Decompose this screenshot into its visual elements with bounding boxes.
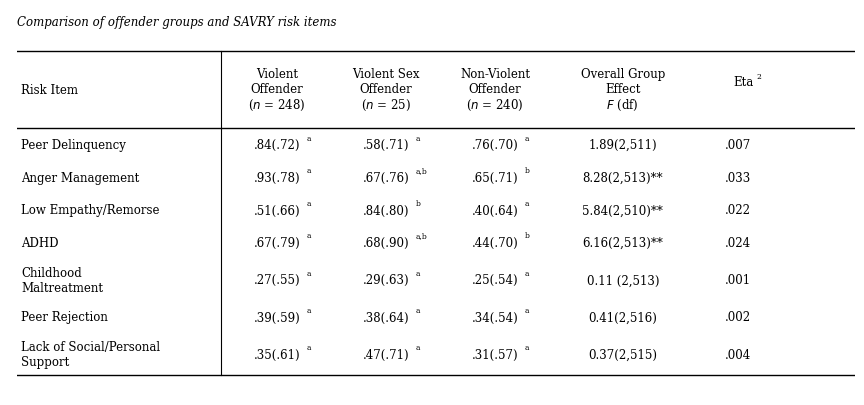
Text: .47(.71): .47(.71) bbox=[363, 348, 410, 361]
Text: a: a bbox=[307, 134, 311, 142]
Text: .65(.71): .65(.71) bbox=[472, 171, 518, 184]
Text: .022: .022 bbox=[725, 204, 751, 217]
Text: Eta: Eta bbox=[734, 76, 754, 89]
Text: .40(.64): .40(.64) bbox=[472, 204, 518, 217]
Text: a: a bbox=[416, 134, 420, 142]
Text: .58(.71): .58(.71) bbox=[363, 139, 410, 152]
Text: a: a bbox=[307, 167, 311, 175]
Text: a: a bbox=[524, 306, 529, 314]
Text: .002: .002 bbox=[725, 311, 751, 324]
Text: .34(.54): .34(.54) bbox=[472, 311, 518, 324]
Text: a,b: a,b bbox=[416, 232, 428, 240]
Text: a: a bbox=[416, 306, 420, 314]
Text: a: a bbox=[416, 269, 420, 277]
Text: .25(.54): .25(.54) bbox=[472, 274, 518, 287]
Text: .51(.66): .51(.66) bbox=[254, 204, 301, 217]
Text: Comparison of offender groups and SAVRY risk items: Comparison of offender groups and SAVRY … bbox=[17, 16, 337, 29]
Text: ADHD: ADHD bbox=[22, 237, 59, 249]
Text: a: a bbox=[307, 269, 311, 277]
Text: b: b bbox=[416, 199, 421, 207]
Text: 1.89(2,511): 1.89(2,511) bbox=[588, 139, 658, 152]
Text: Risk Item: Risk Item bbox=[22, 84, 79, 97]
Text: b: b bbox=[524, 232, 530, 240]
Text: .35(.61): .35(.61) bbox=[254, 348, 301, 361]
Text: .84(.80): .84(.80) bbox=[363, 204, 410, 217]
Text: 2: 2 bbox=[757, 73, 761, 81]
Text: a: a bbox=[307, 343, 311, 351]
Text: .84(.72): .84(.72) bbox=[254, 139, 301, 152]
Text: .004: .004 bbox=[725, 348, 751, 361]
Text: Violent
Offender
($n$ = 248): Violent Offender ($n$ = 248) bbox=[248, 68, 306, 113]
Text: 8.28(2,513)**: 8.28(2,513)** bbox=[582, 171, 663, 184]
Text: 0.11 (2,513): 0.11 (2,513) bbox=[587, 274, 659, 287]
Text: 0.41(2,516): 0.41(2,516) bbox=[588, 311, 658, 324]
Text: .024: .024 bbox=[725, 237, 751, 249]
Text: .44(.70): .44(.70) bbox=[472, 237, 518, 249]
Text: Anger Management: Anger Management bbox=[22, 171, 140, 184]
Text: .67(.76): .67(.76) bbox=[363, 171, 410, 184]
Text: Lack of Social/Personal
Support: Lack of Social/Personal Support bbox=[22, 340, 161, 368]
Text: 5.84(2,510)**: 5.84(2,510)** bbox=[582, 204, 664, 217]
Text: a: a bbox=[307, 232, 311, 240]
Text: .001: .001 bbox=[725, 274, 751, 287]
Text: .67(.79): .67(.79) bbox=[254, 237, 301, 249]
Text: 6.16(2,513)**: 6.16(2,513)** bbox=[582, 237, 664, 249]
Text: Violent Sex
Offender
($n$ = 25): Violent Sex Offender ($n$ = 25) bbox=[353, 68, 420, 113]
Text: .29(.63): .29(.63) bbox=[363, 274, 410, 287]
Text: .007: .007 bbox=[725, 139, 751, 152]
Text: .68(.90): .68(.90) bbox=[363, 237, 410, 249]
Text: a,b: a,b bbox=[416, 167, 428, 175]
Text: Non-Violent
Offender
($n$ = 240): Non-Violent Offender ($n$ = 240) bbox=[460, 68, 530, 113]
Text: .31(.57): .31(.57) bbox=[472, 348, 518, 361]
Text: a: a bbox=[524, 269, 529, 277]
Text: a: a bbox=[307, 199, 311, 207]
Text: Peer Delinquency: Peer Delinquency bbox=[22, 139, 126, 152]
Text: Overall Group
Effect
$F$ (df): Overall Group Effect $F$ (df) bbox=[581, 68, 665, 113]
Text: .76(.70): .76(.70) bbox=[472, 139, 518, 152]
Text: a: a bbox=[307, 306, 311, 314]
Text: .033: .033 bbox=[725, 171, 751, 184]
Text: .27(.55): .27(.55) bbox=[254, 274, 301, 287]
Text: 0.37(2,515): 0.37(2,515) bbox=[588, 348, 658, 361]
Text: b: b bbox=[524, 167, 530, 175]
Text: a: a bbox=[524, 134, 529, 142]
Text: .39(.59): .39(.59) bbox=[254, 311, 301, 324]
Text: Childhood
Maltreatment: Childhood Maltreatment bbox=[22, 266, 104, 294]
Text: Peer Rejection: Peer Rejection bbox=[22, 311, 108, 324]
Text: a: a bbox=[524, 199, 529, 207]
Text: .93(.78): .93(.78) bbox=[254, 171, 301, 184]
Text: a: a bbox=[416, 343, 420, 351]
Text: Low Empathy/Remorse: Low Empathy/Remorse bbox=[22, 204, 160, 217]
Text: a: a bbox=[524, 343, 529, 351]
Text: .38(.64): .38(.64) bbox=[363, 311, 410, 324]
